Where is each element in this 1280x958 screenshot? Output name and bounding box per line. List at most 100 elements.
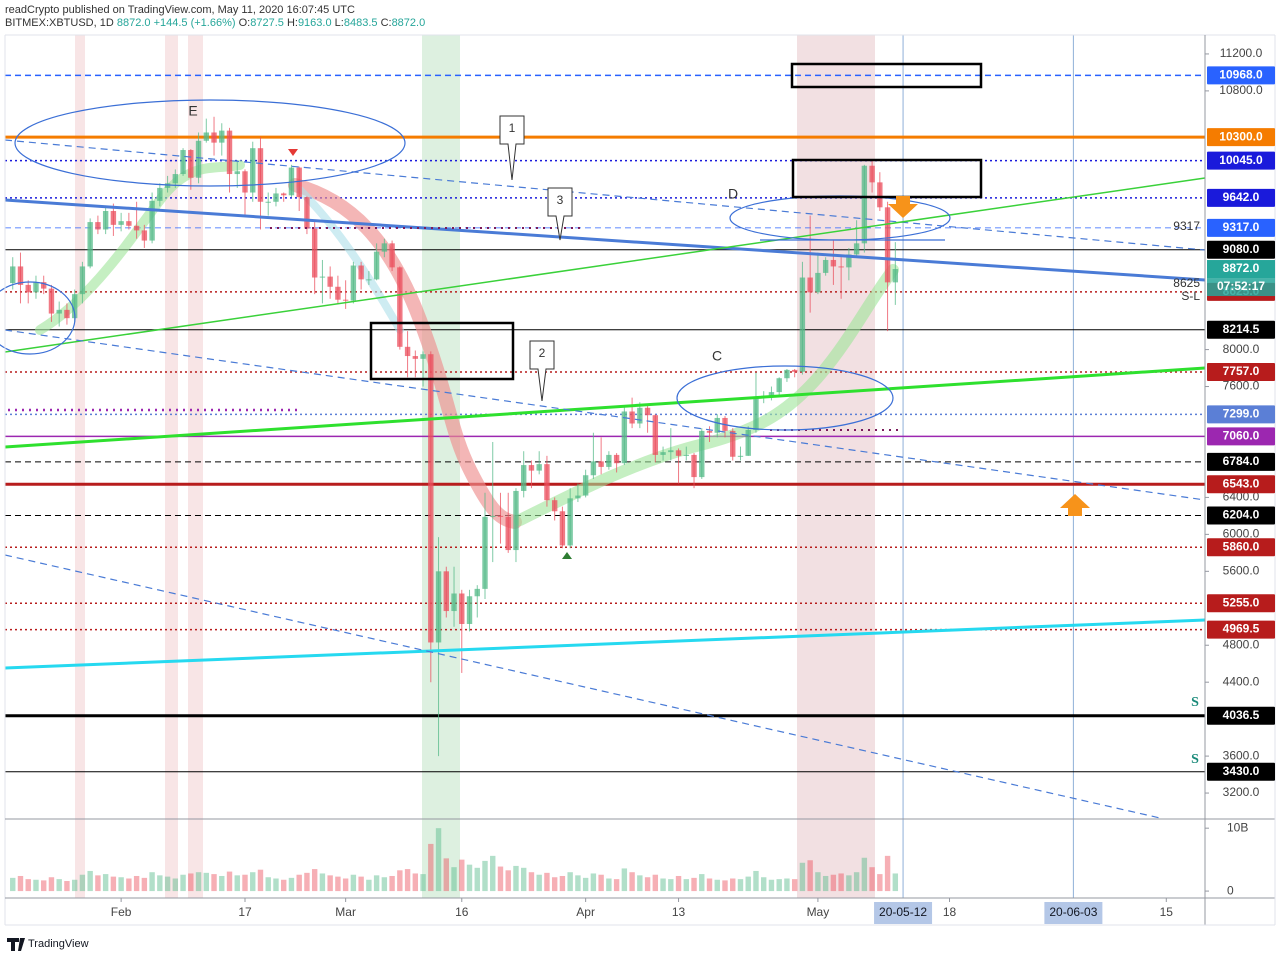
ma-ribbon	[296, 186, 404, 334]
volume-bar	[714, 879, 720, 892]
candle-body	[497, 515, 504, 517]
level-note: S-L	[1181, 289, 1200, 303]
level-label: 7757.0	[1223, 364, 1260, 378]
candle-body	[71, 294, 78, 319]
level-label: 9317.0	[1223, 220, 1260, 234]
candle-body	[443, 571, 449, 612]
arrow-down	[888, 196, 918, 218]
candle-body	[342, 299, 349, 301]
cursor-label-box	[1044, 902, 1103, 924]
volume-tick-label: 0	[1227, 883, 1234, 897]
trend-line	[4, 329, 1206, 501]
volume-bar	[490, 855, 496, 892]
x-tick-label: Mar	[335, 905, 356, 919]
volume-bar	[753, 870, 759, 892]
levels	[5, 35, 1205, 898]
candle-body	[435, 571, 442, 643]
candle-body	[420, 354, 426, 359]
level-label: 6204.0	[1223, 508, 1260, 522]
candle-body	[87, 222, 93, 267]
candle-body	[877, 182, 883, 208]
volume-bar	[482, 860, 488, 892]
candle-body	[466, 596, 473, 624]
cursor-label-box	[874, 902, 933, 924]
band	[797, 35, 875, 898]
level-label-box	[1207, 240, 1275, 259]
volume-bar	[637, 875, 643, 892]
volume-bar	[420, 874, 426, 892]
candle-body	[195, 140, 202, 178]
volume-bar	[730, 878, 736, 892]
candle-body	[350, 265, 357, 301]
trend-line	[4, 618, 1206, 670]
volume-bar	[706, 878, 713, 892]
volume-bar	[250, 872, 256, 892]
y-tick-label: 10800.0	[1219, 83, 1263, 97]
band	[165, 35, 178, 898]
candle-body	[180, 150, 186, 175]
candle-body	[699, 430, 705, 478]
candle-body	[621, 411, 628, 464]
volume-tick-label: 10B	[1227, 820, 1248, 834]
ellipse	[0, 281, 76, 355]
level-label-box	[1207, 620, 1275, 639]
level-label: 6543.0	[1223, 476, 1260, 490]
level-label: 4036.5	[1223, 708, 1260, 722]
volume-bar	[660, 878, 666, 892]
volume-bar	[621, 868, 628, 892]
symbol-line: BITMEX:XBTUSD, 1D 8872.0 +144.5 (+1.66%)…	[5, 17, 425, 29]
level-label-box	[1207, 427, 1275, 446]
trend-line	[4, 198, 1206, 282]
candle-body	[110, 211, 117, 225]
candle-body	[157, 187, 163, 201]
candle-body	[830, 259, 837, 267]
level-label-box	[1207, 188, 1275, 207]
volume-bar	[745, 876, 751, 892]
candle-body	[281, 193, 287, 196]
volume-bar	[180, 874, 186, 892]
volume-bar	[544, 872, 550, 892]
volume-pane	[10, 828, 899, 892]
volume-bar	[528, 872, 535, 892]
candle-body	[389, 243, 395, 268]
ohlc-value: 8727.5	[250, 17, 284, 29]
volume-bar	[474, 867, 480, 892]
volume-bar	[110, 876, 117, 892]
volume-bar	[102, 874, 109, 892]
last-price-label: 8872.0	[1223, 261, 1260, 275]
candle-body	[133, 225, 140, 231]
level-label-box	[1207, 320, 1275, 339]
x-tick-label: 18	[943, 905, 957, 919]
y-tick-label: 4800.0	[1223, 637, 1260, 651]
candle-body	[33, 282, 39, 293]
candle-body	[706, 430, 713, 433]
candle-body	[853, 243, 860, 255]
candle-body	[606, 454, 612, 467]
ohlc-value: 9163.0	[298, 17, 332, 29]
wave-label: E	[188, 103, 197, 119]
arrow-up	[1060, 494, 1090, 516]
volume-bar	[41, 880, 47, 892]
volume-bar	[48, 877, 55, 892]
callout-label: 1	[509, 121, 516, 135]
trend-line	[4, 366, 1206, 449]
candle-body	[203, 132, 209, 141]
volume-bar	[412, 873, 419, 892]
volume-bar	[830, 874, 837, 892]
y-tick-label: 11200.0	[1220, 46, 1263, 60]
volume-bar	[668, 879, 674, 892]
candle-body	[660, 452, 666, 455]
y-tick-label: 3600.0	[1223, 748, 1260, 762]
volume-bar	[683, 879, 689, 892]
volume-bar	[149, 872, 155, 892]
annotation-texts: E D C 1 3 2 9317 8625 S-L S S	[188, 103, 1200, 768]
volume-bar	[838, 873, 844, 892]
candle-body	[335, 286, 341, 300]
band	[75, 35, 85, 898]
level-label-box	[1207, 218, 1275, 237]
candles	[10, 116, 899, 757]
candle-body	[219, 130, 225, 143]
volume-bar	[598, 874, 604, 892]
wave-label: D	[728, 186, 738, 202]
volume-bar	[877, 874, 883, 892]
